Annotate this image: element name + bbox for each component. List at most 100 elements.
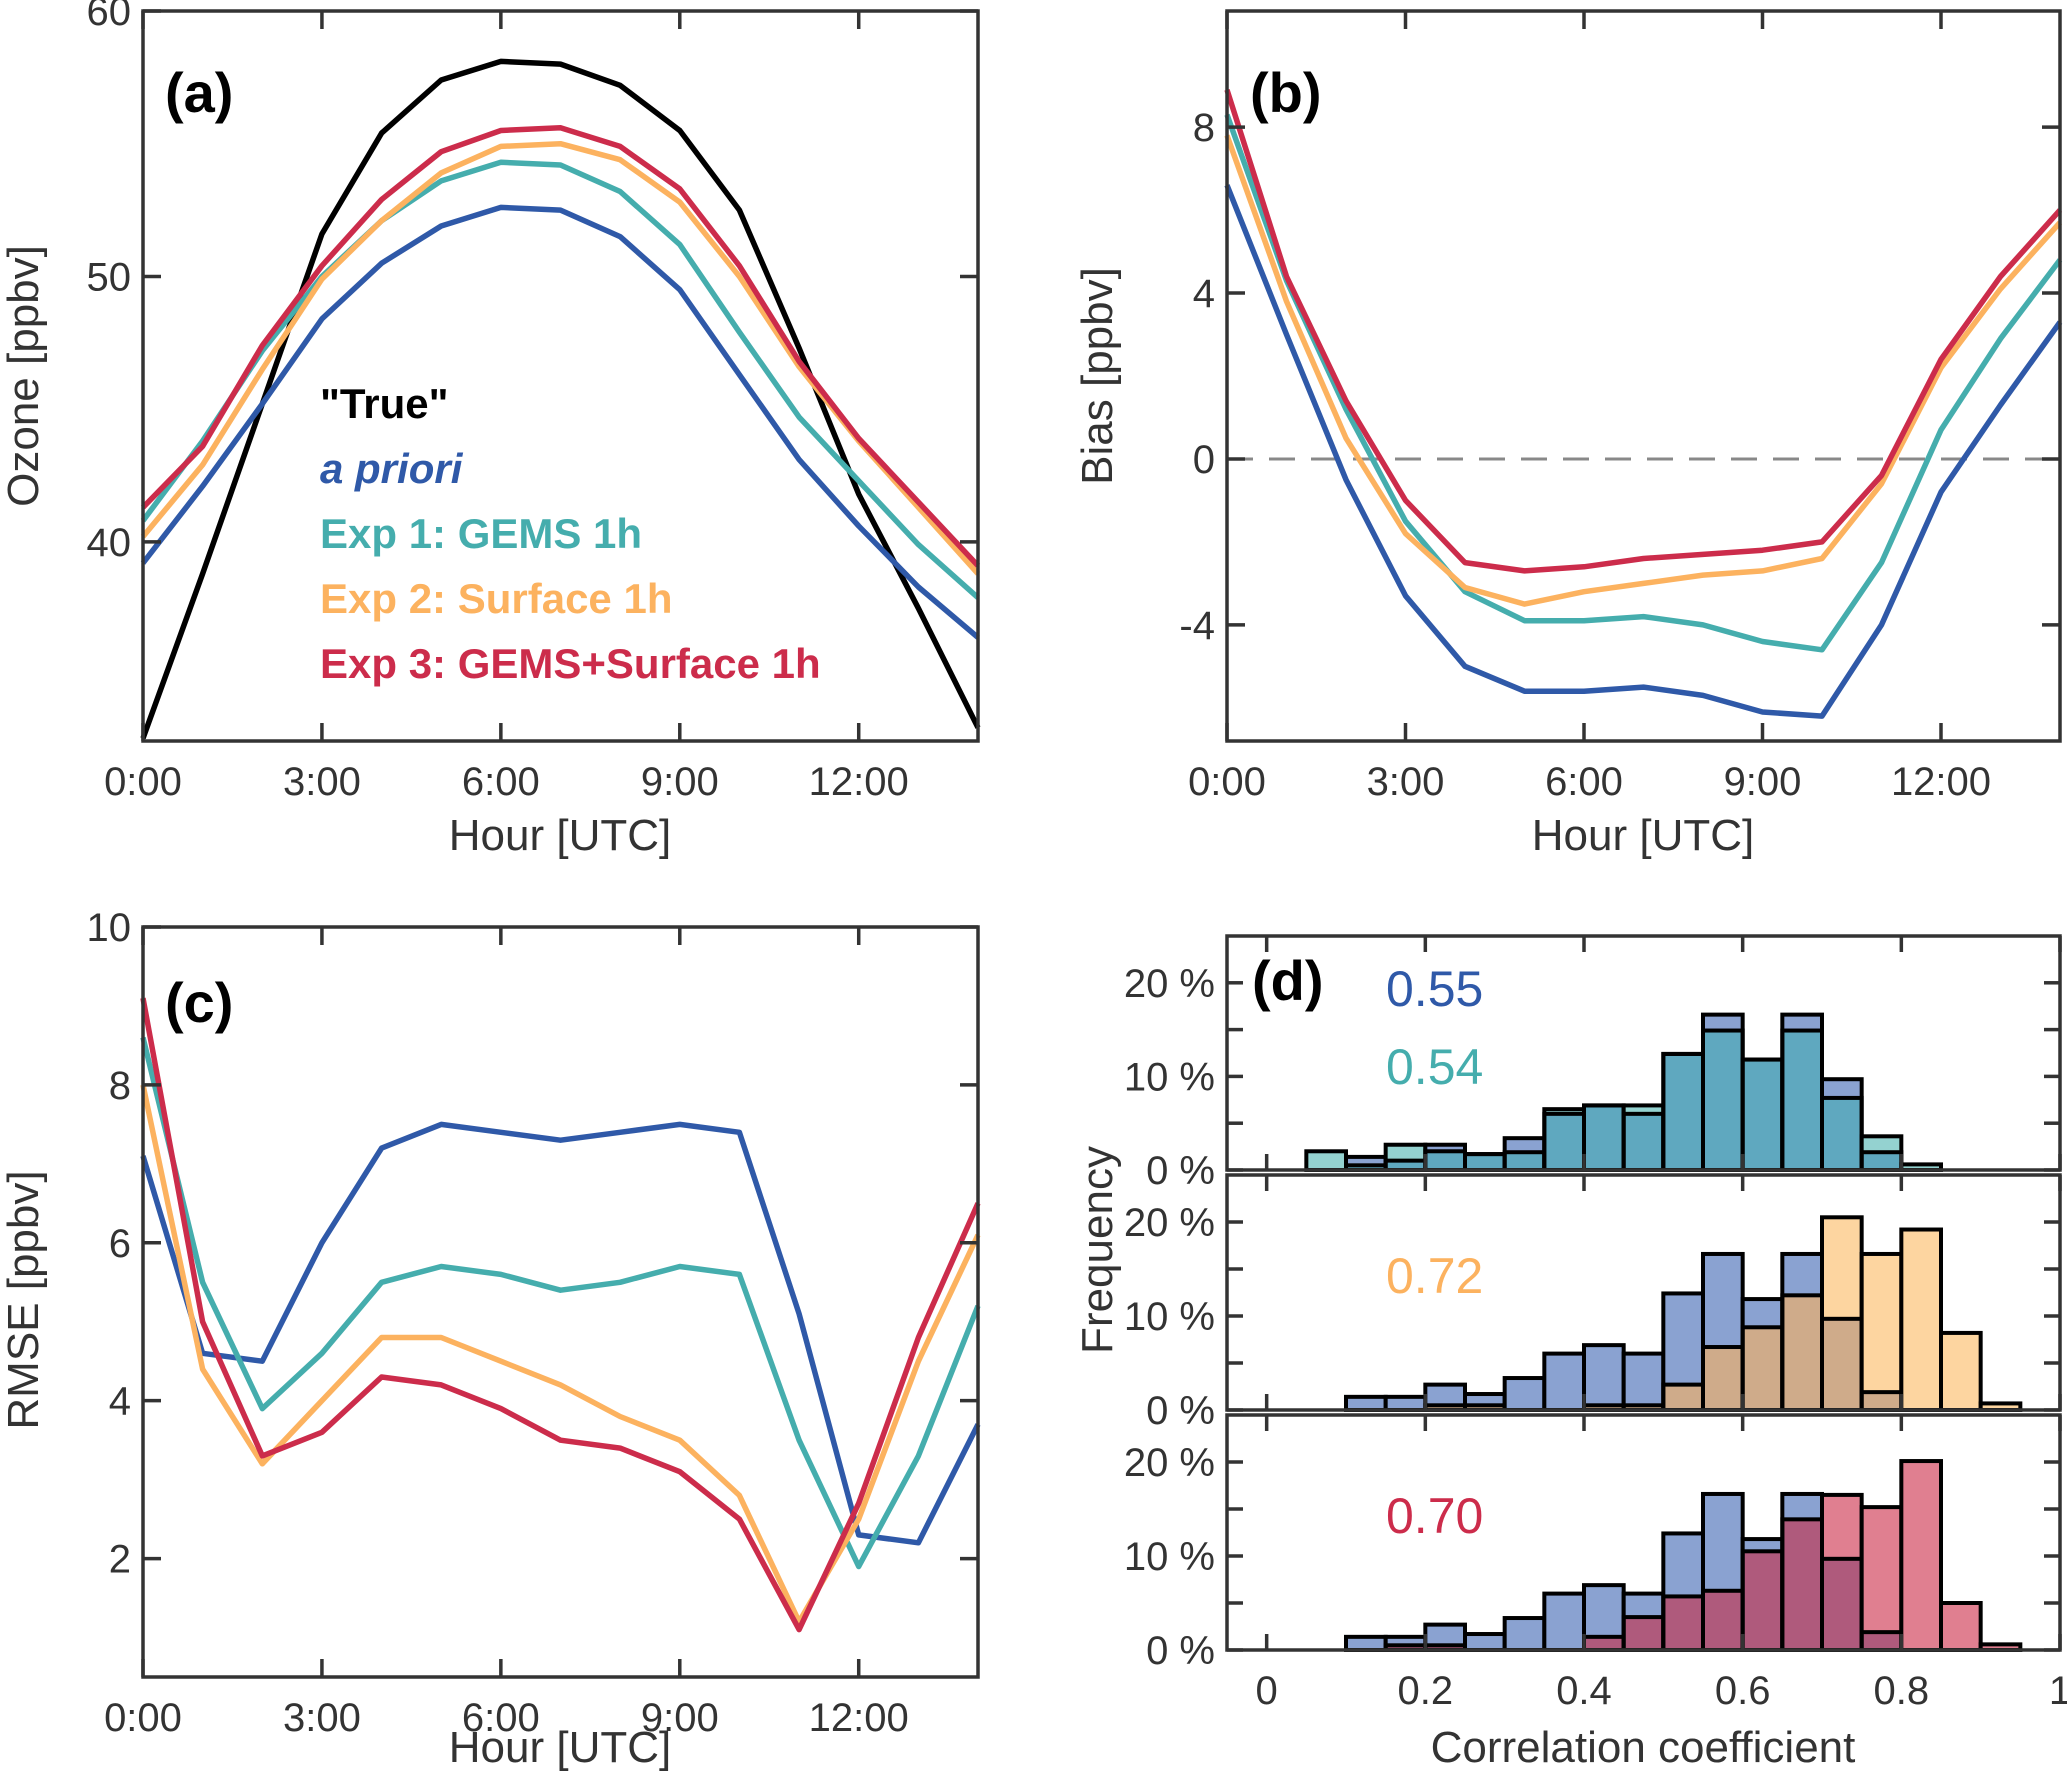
x-tick-label: 9:00 (641, 1696, 719, 1740)
y-tick-label: 20 % (1124, 962, 1215, 1006)
panel-c-xlabel: Hour [UTC] (449, 1723, 671, 1772)
legend-entry-exp2: Exp 2: Surface 1h (320, 575, 672, 622)
legend-entry-exp3: Exp 3: GEMS+Surface 1h (320, 640, 821, 687)
histogram-bar-overlap (1425, 1405, 1465, 1410)
histogram-bar-overlap (1663, 1053, 1703, 1170)
histogram-bar-overlap (1584, 1636, 1624, 1650)
histogram-bar-exp3 (1822, 1494, 1862, 1559)
correlation-annotation-exp3: 0.70 (1386, 1488, 1483, 1544)
panel-a-label: (a) (165, 61, 233, 124)
x-tick-label: 12:00 (809, 1696, 909, 1740)
histogram-bar-overlap (1663, 1384, 1703, 1410)
legend-entry-exp1: Exp 1: GEMS 1h (320, 510, 642, 557)
histogram-bar-apriori (1782, 1253, 1822, 1296)
histogram-bar-exp1 (1623, 1105, 1664, 1114)
histogram-bar-overlap (1584, 1405, 1624, 1410)
histogram-bar-overlap (1385, 1645, 1426, 1650)
histogram-bar-exp1 (1861, 1136, 1902, 1153)
histogram-bar-apriori (1346, 1636, 1386, 1650)
histogram-bar-apriori (1782, 1493, 1822, 1520)
panel-c-label: (c) (165, 971, 233, 1034)
series-line-exp3 (141, 125, 981, 568)
histogram-bar-overlap (1822, 1558, 1862, 1650)
x-tick-label: 0.6 (1715, 1669, 1771, 1713)
histogram-bar-apriori (1425, 1144, 1465, 1152)
panel-b-ylabel: Bias [ppbv] (1073, 267, 1122, 485)
histogram-bar-overlap (1385, 1160, 1426, 1170)
y-tick-label: 4 (1193, 272, 1215, 316)
histogram-bar-overlap (1623, 1113, 1664, 1170)
series-line-exp1 (140, 159, 980, 600)
x-tick-label: 0:00 (104, 1696, 182, 1740)
panel-b-xlabel: Hour [UTC] (1532, 811, 1754, 860)
histogram-bar-apriori (1742, 1539, 1783, 1552)
histogram-bar-apriori (1465, 1634, 1505, 1650)
histogram-bar-exp2 (1861, 1253, 1902, 1393)
x-tick-label: 0.8 (1874, 1669, 1930, 1713)
histogram-bar-apriori (1703, 1493, 1743, 1591)
x-tick-label: 12:00 (1891, 760, 1991, 804)
legend-entry-true: "True" (320, 380, 449, 427)
histogram-bar-overlap (1742, 1551, 1783, 1650)
x-tick-label: 6:00 (462, 760, 540, 804)
series-line-true (140, 58, 981, 740)
y-tick-label: -4 (1179, 604, 1215, 648)
series-line-apriori (140, 1121, 981, 1546)
y-tick-label: 4 (109, 1380, 131, 1424)
histogram-bar-overlap (1861, 1152, 1902, 1170)
legend-entry-apriori: a priori (320, 445, 464, 492)
histogram-bar-overlap (1703, 1347, 1743, 1410)
correlation-annotation-exp1: 0.54 (1386, 1039, 1483, 1095)
histogram-bar-overlap (1861, 1632, 1902, 1650)
y-tick-label: 10 % (1124, 1535, 1215, 1579)
y-tick-label: 6 (109, 1222, 131, 1266)
histogram-bar-exp2 (1822, 1217, 1862, 1319)
histogram-bar-exp1 (1385, 1144, 1426, 1161)
histogram-bar-overlap (1822, 1097, 1862, 1170)
x-tick-label: 0:00 (1188, 760, 1266, 804)
panel-d-ylabel: Frequency (1073, 1146, 1122, 1354)
x-tick-label: 9:00 (641, 760, 719, 804)
series-line-exp3 (1224, 88, 2063, 574)
histogram-bar-overlap (1782, 1295, 1822, 1410)
y-tick-label: 50 (87, 255, 132, 299)
series-line-exp1 (1224, 113, 2063, 653)
x-tick-label: 6:00 (1545, 760, 1623, 804)
histogram-bar-overlap (1623, 1617, 1664, 1650)
histogram-bar-overlap (1465, 1154, 1505, 1170)
histogram-bar-overlap (1663, 1596, 1703, 1650)
histogram-bar-apriori (1346, 1156, 1386, 1166)
histogram-bar-apriori (1385, 1636, 1426, 1646)
histogram-bar-exp1 (1901, 1164, 1941, 1170)
series-line-apriori (1224, 184, 2063, 719)
series-line-apriori (140, 204, 980, 640)
histogram-bar-overlap (1782, 1519, 1822, 1650)
histogram-bar-exp3 (1861, 1507, 1902, 1633)
x-tick-label: 0.2 (1398, 1669, 1454, 1713)
panel-d-xlabel: Correlation coefficient (1431, 1723, 1856, 1772)
histogram-bar-exp1 (1544, 1109, 1584, 1114)
histogram-bar-apriori (1346, 1396, 1386, 1410)
histogram-bar-overlap (1425, 1645, 1465, 1650)
histogram-bar-exp2 (1941, 1332, 1981, 1410)
histogram-bar-overlap (1703, 1030, 1743, 1170)
panel-b-axes-frame (1225, 9, 2062, 743)
legend: "True" a priori Exp 1: GEMS 1h Exp 2: Su… (320, 380, 821, 687)
x-tick-label: 6:00 (462, 1696, 540, 1740)
histogram-bar-apriori (1544, 1593, 1584, 1650)
panel-b-label: (b) (1250, 61, 1322, 124)
histogram-bar-overlap (1584, 1105, 1624, 1170)
correlation-annotation-exp2: 0.72 (1386, 1248, 1483, 1304)
x-tick-label: 0.4 (1556, 1669, 1612, 1713)
x-tick-label: 9:00 (1724, 760, 1802, 804)
histogram-bar-apriori (1663, 1293, 1703, 1385)
histogram-bar-overlap (1782, 1030, 1822, 1170)
y-tick-label: 20 % (1124, 1441, 1215, 1485)
panel-c-ylabel: RMSE [ppbv] (0, 1170, 48, 1429)
y-tick-label: 8 (109, 1064, 131, 1108)
histogram-bar-overlap (1346, 1165, 1386, 1170)
y-tick-label: 60 (87, 0, 132, 34)
x-tick-label: 3:00 (1367, 760, 1445, 804)
histogram-bar-apriori (1504, 1618, 1545, 1650)
